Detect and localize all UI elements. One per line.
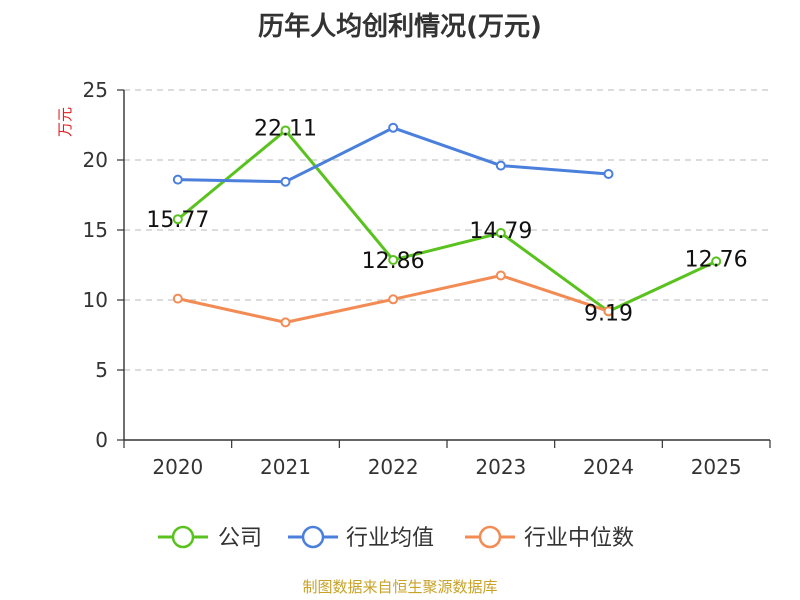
data-label: 12.76 bbox=[685, 247, 748, 272]
data-point-company bbox=[388, 254, 399, 265]
source-note: 制图数据来自恒生聚源数据库 bbox=[302, 578, 498, 596]
series-line-industry-average bbox=[177, 126, 609, 184]
data-point-industry-average bbox=[388, 122, 399, 133]
legend-label-company: 公司 bbox=[218, 526, 262, 551]
data-label: 9.19 bbox=[584, 301, 633, 326]
data-point-company bbox=[711, 256, 722, 267]
data-point-industry-average bbox=[280, 176, 291, 187]
x-tick-label: 2025 bbox=[691, 455, 742, 479]
data-label: 15.77 bbox=[146, 208, 209, 233]
data-point-industry-median bbox=[172, 293, 183, 304]
data-point-company bbox=[172, 214, 183, 225]
data-label: 12.86 bbox=[362, 249, 425, 274]
y-tick-label: 25 bbox=[83, 78, 108, 102]
x-tick-label: 2023 bbox=[475, 455, 526, 479]
data-point-company bbox=[495, 227, 506, 238]
data-point-industry-median bbox=[495, 270, 506, 281]
legend-label-industry-median: 行业中位数 bbox=[524, 526, 634, 551]
data-point-industry-median bbox=[280, 317, 291, 328]
legend-label-industry-average: 行业均值 bbox=[346, 526, 434, 551]
y-tick-label: 5 bbox=[95, 358, 108, 382]
data-label: 14.79 bbox=[469, 219, 532, 244]
x-tick-label: 2024 bbox=[583, 455, 634, 479]
legend-marker-industry-average bbox=[301, 525, 325, 549]
data-label: 22.11 bbox=[254, 116, 317, 141]
data-point-industry-average bbox=[172, 174, 183, 185]
y-tick-label: 10 bbox=[83, 288, 108, 312]
series-line-company bbox=[176, 128, 717, 313]
legend-marker-industry-median bbox=[478, 525, 502, 549]
x-tick-label: 2021 bbox=[260, 455, 311, 479]
data-point-industry-average bbox=[603, 169, 614, 179]
y-tick-label: 0 bbox=[95, 428, 108, 452]
y-tick-label: 15 bbox=[83, 218, 108, 242]
x-tick-label: 2020 bbox=[152, 455, 203, 479]
chart-title: 历年人均创利情况(万元) bbox=[258, 12, 542, 42]
legend-marker-company bbox=[171, 525, 195, 549]
y-tick-label: 20 bbox=[83, 148, 108, 172]
data-point-industry-median bbox=[388, 294, 399, 305]
data-point-company bbox=[280, 125, 291, 136]
x-tick-label: 2022 bbox=[368, 455, 419, 479]
y-axis-label: 万元 bbox=[56, 107, 74, 137]
data-point-industry-median bbox=[603, 306, 614, 317]
data-point-industry-average bbox=[495, 160, 506, 171]
